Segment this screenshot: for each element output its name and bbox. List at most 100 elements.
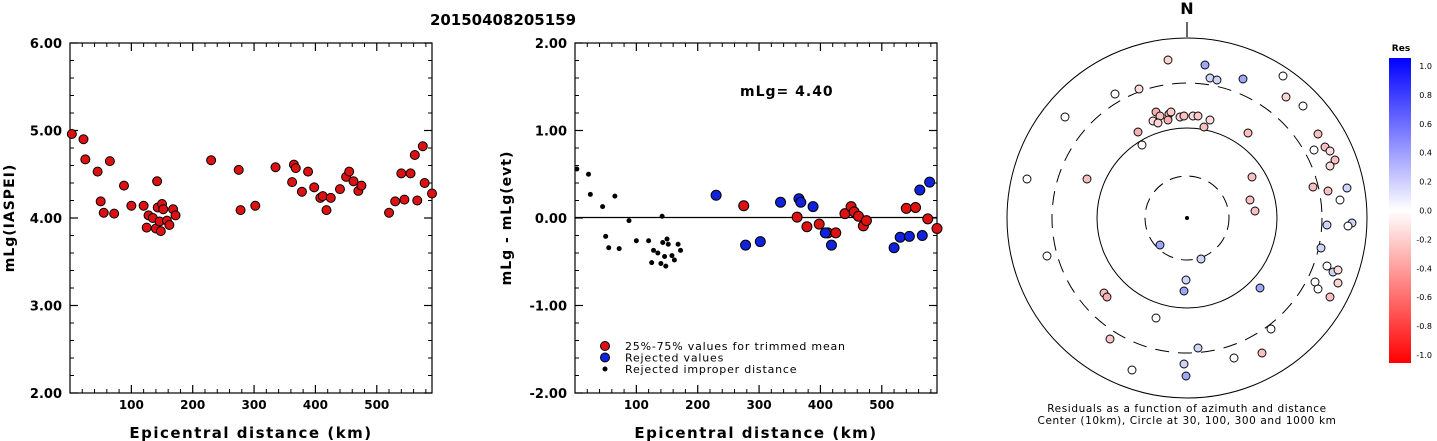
residual-point [830,227,842,239]
left-ticks [70,42,432,394]
polar-point [1330,155,1340,165]
polar-point [1308,182,1318,192]
polar-point [1181,371,1191,381]
middle-plot: -2.00 -1.00 0.00 1.00 2.00 100 200 300 400 500 m… [499,37,943,441]
colorbar-gradient [1389,58,1411,363]
left-points [66,129,437,237]
data-point [141,222,152,233]
residual-point [914,184,926,196]
legend-marker [600,352,610,363]
data-point [405,168,416,179]
residual-point [740,239,752,251]
data-point [419,178,430,188]
left-y-axis-label: mLg(IASPEI) [2,164,18,273]
residual-point [931,223,943,234]
data-point [303,166,314,177]
data-point [206,155,217,166]
middle-plot-frame [574,42,938,394]
polar-point [1155,240,1165,250]
residual-point [754,236,766,248]
residual-point [775,196,787,208]
residual-point [825,239,837,251]
legend-marker [600,341,610,351]
residual-point [900,202,912,214]
middle-ytick-labels: -2.00 -1.00 0.00 1.00 2.00 [530,37,567,402]
polar-point [1313,129,1323,139]
data-point [152,176,163,187]
polar-point [1212,75,1222,85]
data-point [348,176,359,187]
data-point [126,200,137,211]
data-point [412,195,423,206]
polar-point [1335,195,1345,205]
polar-point [1238,74,1248,84]
data-point [384,207,395,218]
y-tick-label: 2.00 [30,387,62,402]
residual-point [616,246,622,252]
polar-point [1322,261,1332,271]
data-point [66,129,77,139]
x-tick-label: 500 [869,398,894,412]
residual-point [660,240,666,245]
data-point [98,207,109,218]
y-tick-label: 2.00 [535,37,567,52]
middle-xtick-labels: 100 200 300 400 500 [624,398,894,412]
left-plot: 2.00 3.00 4.00 5.00 6.00 100 200 300 400 500 Epi… [2,37,437,441]
polar-point [1200,60,1210,70]
data-point [164,220,175,230]
residual-point [675,241,681,247]
polar-point [1325,292,1335,302]
polar-point [1105,334,1115,344]
legend-label: Rejected values [625,352,724,365]
legend-label: Rejected improper distance [625,363,797,376]
polar-point [1179,286,1189,296]
polar-point [1278,71,1288,81]
residual-point [916,230,928,241]
data-point [158,204,169,215]
middle-points [574,166,943,269]
polar-point [1134,84,1144,94]
polar-point [1127,365,1137,375]
mlg-annotation: mLg= 4.40 [740,84,834,100]
residual-point [710,189,722,201]
residual-point [665,241,671,247]
colorbar: Res 1.0 0.8 0.6 0.4 0.2 0.0 -0.2 -0.4 -0.6 -0.8 -1… [1389,44,1432,363]
polar-point [1245,195,1255,205]
data-point [344,166,355,177]
colorbar-tick-label: 0.4 [1419,149,1432,158]
residual-point [903,230,915,242]
residual-point [663,263,669,269]
y-tick-label: 4.00 [30,212,62,227]
colorbar-tick-label: -0.8 [1416,322,1432,331]
polar-point [1193,343,1203,353]
polar-point [1179,359,1189,369]
residual-point [646,238,652,244]
north-label: N [1180,0,1193,18]
data-point [317,191,328,202]
data-point [233,164,244,175]
colorbar-tick-label: 0.6 [1419,120,1432,129]
data-point [321,205,332,216]
residual-point [669,253,675,259]
polar-point [1325,161,1335,171]
x-tick-label: 200 [685,398,710,412]
polar-point [1179,111,1189,121]
data-point [290,163,301,174]
polar-point [1333,265,1343,275]
x-tick-label: 400 [808,398,833,412]
data-point [287,177,298,188]
polar-point [1042,251,1052,261]
polar-point [1250,206,1260,216]
colorbar-tick-label: -0.2 [1416,235,1432,244]
polar-point [1255,283,1265,293]
data-point [155,226,166,237]
x-tick-label: 100 [624,398,649,412]
polar-point [1199,122,1209,132]
data-point [138,200,149,211]
ring-1000km [1006,37,1368,399]
data-point [235,205,246,216]
polar-point [1022,174,1032,184]
polar-point [1181,275,1191,285]
polar-point [1309,145,1319,155]
x-tick-label: 300 [747,398,772,412]
